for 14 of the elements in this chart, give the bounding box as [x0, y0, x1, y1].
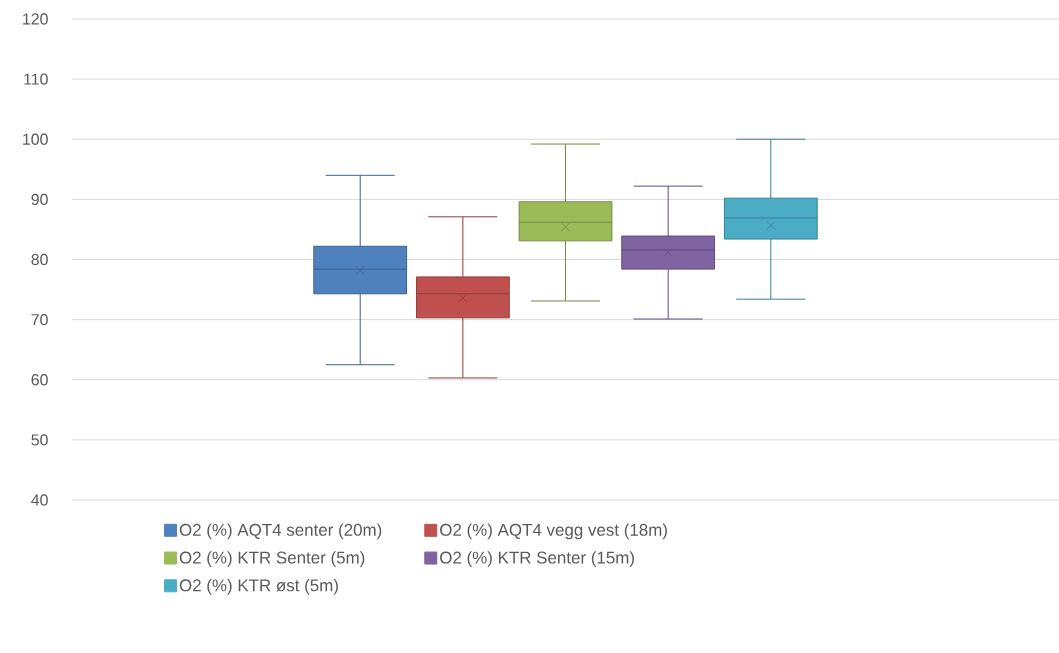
- y-tick-label: 80: [31, 253, 48, 266]
- y-tick-label: 110: [24, 73, 48, 85]
- legend-label: O2 (%) KTR Senter (15m): [440, 551, 634, 567]
- legend-label: O2 (%) AQT4 vegg vest (18m): [440, 523, 667, 540]
- legend-label: O2 (%) KTR øst (5m): [179, 578, 338, 595]
- y-tick-label: 120: [23, 13, 48, 25]
- y-tick-label: 100: [23, 133, 48, 145]
- legend-label: O2 (%) AQT4 senter (20m): [179, 523, 382, 540]
- y-tick-label: 70: [31, 313, 48, 326]
- y-tick-label: 60: [31, 374, 48, 386]
- legend-label: O2 (%) KTR Senter (5m): [179, 551, 365, 567]
- y-tick-label: 90: [31, 193, 48, 206]
- y-tick-label: 50: [31, 434, 48, 446]
- y-tick-label: 40: [31, 494, 48, 506]
